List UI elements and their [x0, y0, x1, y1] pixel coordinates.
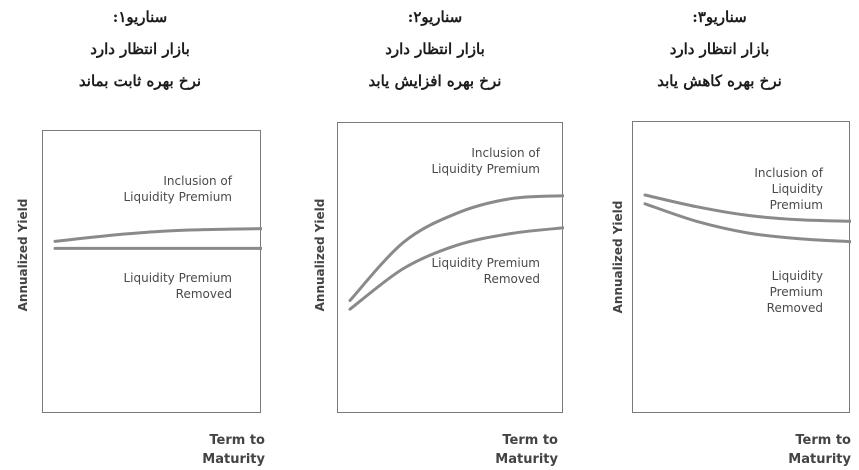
series-label-premium-removed: Liquidity Premium Removed	[123, 271, 232, 301]
chart-title-line-2: بازار انتظار دارد	[669, 40, 770, 58]
series-label-premium-removed: Liquidity Premium Removed	[766, 269, 823, 315]
y-axis-label: Annualized Yield	[16, 198, 30, 312]
y-axis-label: Annualized Yield	[611, 200, 625, 314]
chart-title-line-2: بازار انتظار دارد	[90, 40, 190, 58]
x-axis-label-line-2: Maturity	[202, 452, 265, 467]
x-axis-label: Term to Maturity	[745, 431, 851, 469]
plot-area	[337, 122, 564, 413]
plot-area	[632, 121, 851, 413]
chart-title-line-3: نرخ بهره ثابت بماند	[78, 72, 202, 90]
x-axis-label-line-2: Maturity	[788, 452, 851, 467]
chart-panel-2: سناریو۲: بازار انتظار دارد نرخ بهره افزا…	[290, 0, 580, 470]
chart-title-line-2: بازار انتظار دارد	[385, 40, 485, 58]
series-line-premium-removed	[643, 202, 851, 244]
series-line-with-premium	[348, 194, 564, 302]
series-label-with-premium: Inclusion of Liquidity Premium	[123, 174, 232, 204]
chart-panel-1: سناریو۱: بازار انتظار دارد نرخ بهره ثابت…	[0, 0, 280, 470]
x-axis-label-line-2: Maturity	[495, 452, 558, 467]
x-axis-label: Term to Maturity	[160, 431, 265, 469]
x-axis-label-line-1: Term to	[502, 433, 558, 448]
chart-title-line-3: نرخ بهره کاهش یابد	[657, 72, 782, 90]
x-axis-label-line-1: Term to	[795, 433, 851, 448]
chart-title-line-3: نرخ بهره افزایش یابد	[368, 72, 502, 90]
series-label-with-premium: Inclusion of Liquidity Premium	[431, 146, 540, 176]
x-axis-label: Term to Maturity	[448, 431, 558, 469]
chart-title-line-1: سناریو۱:	[112, 8, 168, 26]
series-label-premium-removed: Liquidity Premium Removed	[431, 256, 540, 286]
chart-title-line-1: سناریو۳:	[692, 8, 747, 26]
x-axis-label-line-1: Term to	[209, 433, 265, 448]
y-axis-label: Annualized Yield	[313, 198, 327, 312]
series-label-with-premium: Inclusion of Liquidity Premium	[754, 166, 823, 212]
chart-title-line-1: سناریو۲:	[407, 8, 463, 26]
series-line-with-premium	[643, 193, 851, 223]
plot-svg	[53, 227, 262, 250]
series-line-with-premium	[53, 227, 262, 243]
plot-svg	[643, 193, 851, 244]
plot-area	[42, 130, 262, 413]
series-line-premium-removed	[348, 226, 564, 311]
plot-svg	[348, 194, 564, 311]
chart-panel-3: سناریو۳: بازار انتظار دارد نرخ بهره کاهش…	[580, 0, 859, 470]
